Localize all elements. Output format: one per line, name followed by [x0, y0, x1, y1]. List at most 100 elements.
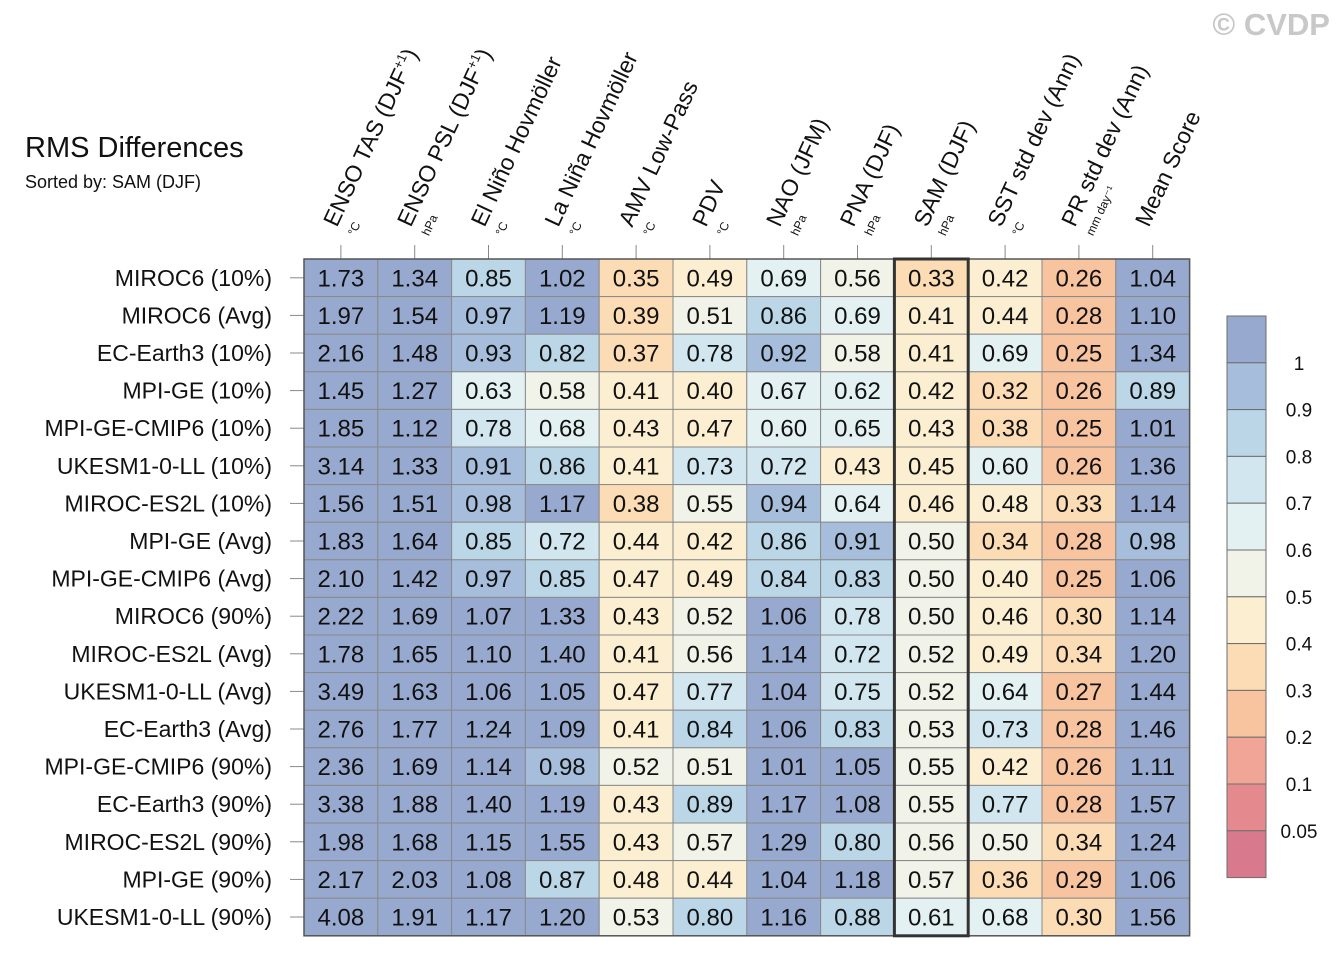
cell-value: 0.55 [908, 754, 955, 781]
cell-value: 0.33 [1056, 491, 1103, 518]
cell-value: 0.47 [613, 679, 660, 706]
heatmap-cell [1115, 596, 1191, 636]
colorbar-label: 0.4 [1286, 635, 1313, 656]
cell-value: 0.43 [613, 829, 660, 856]
heatmap-cell [746, 822, 822, 862]
row-label: UKESM1-0-LL (10%) [57, 453, 272, 479]
cell-value: 0.91 [834, 529, 881, 556]
heatmap-cell [820, 408, 895, 448]
column-unit: °C [566, 219, 585, 237]
heatmap-cell [377, 296, 453, 335]
cell-value: 0.77 [982, 792, 1029, 819]
cell-value: 0.72 [760, 453, 807, 480]
cell-value: 0.86 [760, 303, 807, 330]
heatmap-cell [1115, 897, 1191, 937]
colorbar-swatch [1226, 643, 1267, 691]
heatmap-cell [377, 371, 453, 410]
cell-value: 1.56 [318, 491, 365, 518]
cell-value: 0.42 [982, 265, 1029, 292]
cell-value: 1.34 [391, 265, 438, 292]
cell-value: 0.41 [613, 378, 660, 405]
cell-value: 1.15 [465, 829, 512, 856]
heatmap-cell [820, 559, 895, 598]
cell-value: 0.51 [687, 303, 734, 330]
cell-value: 0.89 [687, 792, 734, 819]
cell-value: 0.41 [613, 641, 660, 668]
cell-value: 1.02 [539, 265, 586, 292]
cell-value: 1.05 [539, 679, 586, 706]
colorbar-label: 0.2 [1286, 728, 1312, 749]
cell-value: 0.83 [834, 717, 881, 744]
cell-value: 0.27 [1056, 679, 1103, 706]
row-label: MPI-GE-CMIP6 (90%) [45, 754, 272, 780]
heatmap-cell [1115, 333, 1191, 373]
heatmap-cell [820, 860, 895, 899]
heatmap-cell [598, 296, 674, 335]
heatmap-cells: 1.73 1.34 0.85 1.02 0.35 0.49 0.69 0.56 0.33 0.42… [303, 258, 1191, 937]
cell-value: 2.17 [318, 867, 365, 894]
heatmap-cell [377, 596, 453, 636]
cell-value: 0.29 [1056, 867, 1103, 894]
row-label: MIROC6 (Avg) [122, 302, 272, 328]
cell-value: 1.01 [1129, 416, 1176, 443]
cell-value: 0.60 [982, 453, 1029, 480]
cell-value: 1.55 [539, 829, 586, 856]
cell-value: 3.38 [318, 792, 365, 819]
cell-value: 0.88 [834, 905, 881, 932]
cell-value: 1.42 [391, 566, 438, 593]
cell-value: 0.46 [982, 604, 1029, 631]
heatmap-cell [524, 333, 600, 373]
cell-value: 1.05 [834, 754, 881, 781]
heatmap-cell [893, 333, 969, 373]
cell-value: 0.69 [982, 341, 1029, 368]
heatmap-cell [820, 747, 895, 786]
cell-value: 0.41 [613, 717, 660, 744]
cell-value: 2.03 [391, 867, 438, 894]
cell-value: 0.44 [687, 867, 734, 894]
heatmap-cell [451, 559, 526, 598]
heatmap-cell [451, 446, 526, 486]
cell-value: 1.85 [318, 416, 365, 443]
heatmap-cell [1041, 258, 1117, 298]
heatmap-cell [451, 634, 526, 674]
cell-value: 0.98 [465, 491, 512, 518]
column-label: Mean Score [1130, 107, 1206, 230]
colorbar-label: 0.6 [1286, 541, 1312, 562]
cell-value: 0.78 [687, 341, 734, 368]
colorbar-label: 0.9 [1286, 401, 1312, 422]
cell-value: 0.97 [465, 566, 512, 593]
heatmap-cell [598, 672, 674, 711]
cell-value: 0.42 [908, 378, 955, 405]
cell-value: 0.38 [613, 491, 660, 518]
colorbar: 1 0.9 0.8 0.7 0.6 0.5 0.4 0.3 0.2 0.1 0.05 [1226, 315, 1318, 879]
cell-value: 1.63 [391, 679, 438, 706]
cell-value: 1.77 [391, 717, 438, 744]
heatmap-cell [1115, 408, 1191, 448]
heatmap-cell [672, 559, 748, 598]
heatmap-cell [893, 822, 969, 862]
cell-value: 0.61 [908, 905, 955, 932]
heatmap-cell [451, 408, 526, 448]
heatmap-cell [451, 784, 526, 824]
heatmap-cell [377, 672, 453, 711]
cell-value: 0.52 [908, 679, 955, 706]
column-unit: hPa [935, 212, 957, 238]
heatmap-cell [377, 784, 453, 824]
cell-value: 1.36 [1129, 453, 1176, 480]
cell-value: 2.16 [318, 341, 365, 368]
heatmap-cell [598, 559, 674, 598]
column-label-text: Mean Score [1130, 107, 1206, 230]
row-label: UKESM1-0-LL (90%) [57, 904, 272, 930]
heatmap-cell [820, 709, 895, 749]
heatmap-cell [746, 672, 822, 711]
heatmap-cell [524, 672, 600, 711]
cell-value: 0.87 [539, 867, 586, 894]
colorbar-label: 0.05 [1281, 822, 1318, 843]
cell-value: 0.38 [982, 416, 1029, 443]
cell-value: 0.83 [834, 566, 881, 593]
heatmap-cell [524, 897, 600, 937]
heatmap-cell [451, 521, 526, 561]
cell-value: 0.52 [908, 641, 955, 668]
heatmap-cell [1115, 709, 1191, 749]
column-unit: °C [640, 219, 659, 237]
